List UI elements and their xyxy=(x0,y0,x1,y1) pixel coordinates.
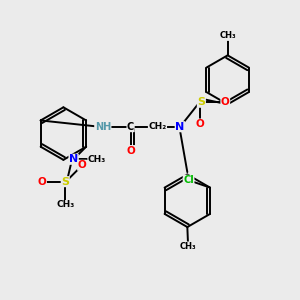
Text: N: N xyxy=(175,122,184,132)
Text: O: O xyxy=(38,177,46,187)
Text: S: S xyxy=(197,97,206,107)
Text: S: S xyxy=(61,177,69,187)
Text: O: O xyxy=(126,146,135,156)
Text: CH₃: CH₃ xyxy=(219,32,236,40)
Text: O: O xyxy=(221,97,230,107)
Text: CH₃: CH₃ xyxy=(88,155,106,164)
Text: O: O xyxy=(196,119,204,129)
Text: N: N xyxy=(69,154,78,164)
Text: NH: NH xyxy=(95,122,111,132)
Text: Cl: Cl xyxy=(183,175,194,185)
Text: O: O xyxy=(78,160,86,170)
Text: CH₃: CH₃ xyxy=(56,200,74,209)
Text: CH₃: CH₃ xyxy=(180,242,196,251)
Text: CH₂: CH₂ xyxy=(148,122,166,131)
Text: C: C xyxy=(127,122,134,132)
